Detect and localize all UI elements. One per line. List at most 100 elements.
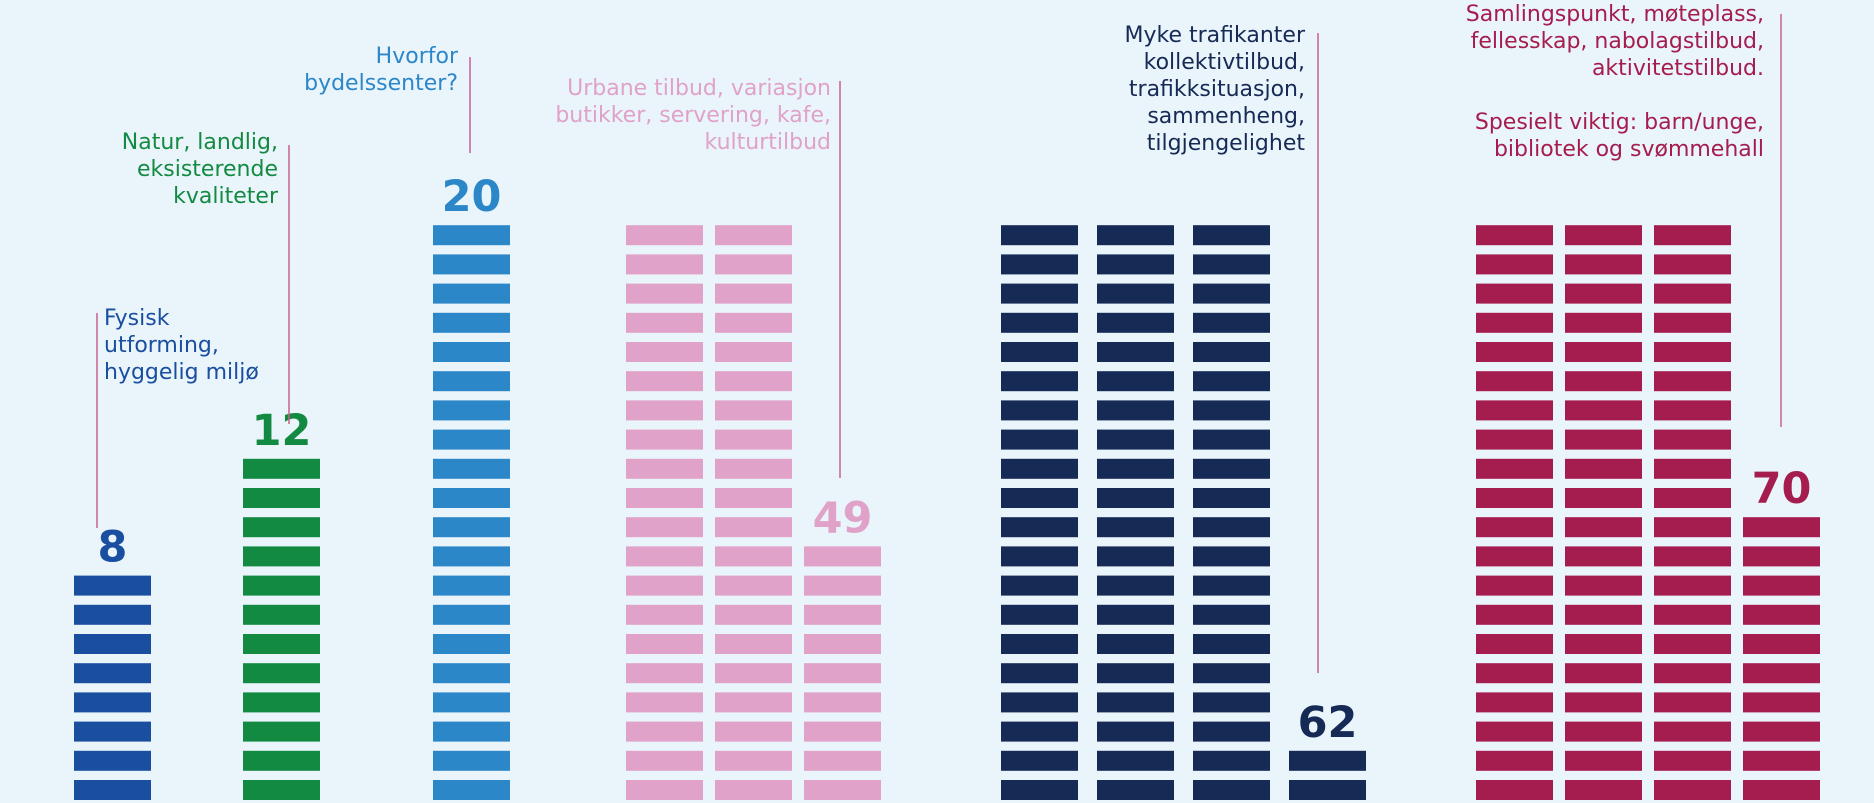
pictogram-block [1654, 750, 1731, 771]
pictogram-block [1743, 663, 1820, 684]
pictogram-block [1097, 488, 1174, 508]
pictogram-block [1193, 721, 1270, 742]
pictogram-block [626, 750, 703, 771]
pictogram-block [626, 429, 703, 450]
pictogram-block [1193, 634, 1270, 654]
pictogram-block [1097, 283, 1174, 304]
pictogram-block [1001, 663, 1078, 684]
pictogram-block [1193, 312, 1270, 333]
pictogram-block [433, 575, 510, 596]
pictogram-block [715, 634, 792, 654]
pictogram-block [804, 604, 881, 625]
pictogram-block [715, 371, 792, 392]
pictogram-block [1654, 488, 1731, 508]
pictogram-block [433, 721, 510, 742]
pictogram-block [1476, 400, 1553, 421]
value-label: 8 [98, 523, 128, 573]
pictogram-block [1654, 254, 1731, 275]
pictogram-block [243, 517, 320, 538]
pictogram-block [1193, 429, 1270, 450]
pictogram-block [1565, 546, 1642, 567]
pictogram-block [715, 750, 792, 771]
pictogram-block [433, 780, 510, 800]
pictogram-block [1654, 604, 1731, 625]
pictogram-block [1097, 546, 1174, 567]
pictogram-block [1001, 400, 1078, 421]
pictogram-block [1565, 342, 1642, 362]
pictogram-block [1001, 283, 1078, 304]
pictogram-block [1654, 575, 1731, 596]
pictogram-block [1654, 429, 1731, 450]
pictogram-block [1193, 663, 1270, 684]
annotation: kvaliteter [173, 184, 279, 209]
pictogram-block [1193, 692, 1270, 713]
annotation: Hvorfor [376, 44, 459, 69]
pictogram-block [715, 575, 792, 596]
pictogram-block [626, 254, 703, 275]
pictogram-block [715, 342, 792, 362]
pictogram-block [626, 225, 703, 246]
pictogram-block [804, 663, 881, 684]
pictogram-block [1193, 342, 1270, 362]
pictogram-block [1743, 721, 1820, 742]
pictogram-block [1001, 488, 1078, 508]
pictogram-block [626, 342, 703, 362]
pictogram-block [1001, 517, 1078, 538]
annotation: trafikksituasjon, [1129, 77, 1305, 102]
pictogram-block [1097, 458, 1174, 479]
pictogram-block [1001, 546, 1078, 567]
pictogram-block [1476, 604, 1553, 625]
pictogram-block [1476, 780, 1553, 800]
pictogram-block [715, 780, 792, 800]
pictogram-block [1193, 517, 1270, 538]
annotation: butikker, servering, kafe, [555, 103, 831, 128]
pictogram-block [1097, 692, 1174, 713]
pictogram-block [1001, 780, 1078, 800]
pictogram-block [1289, 780, 1366, 800]
pictogram-block [1193, 546, 1270, 567]
pictogram-block [1193, 604, 1270, 625]
pictogram-block [1193, 371, 1270, 392]
pictogram-block [1743, 634, 1820, 654]
annotation: fellesskap, nabolagstilbud, [1471, 29, 1764, 54]
pictogram-block [1654, 283, 1731, 304]
pictogram-block [626, 721, 703, 742]
pictogram-block [1001, 342, 1078, 362]
pictogram-block [626, 663, 703, 684]
pictogram-block [1654, 225, 1731, 246]
pictogram-block [74, 721, 151, 742]
pictogram-block [243, 692, 320, 713]
pictogram-block [1097, 312, 1174, 333]
pictogram-block [1743, 692, 1820, 713]
pictogram-block [804, 721, 881, 742]
pictogram-block [1193, 400, 1270, 421]
pictogram-block [1097, 342, 1174, 362]
pictogram-block [1097, 254, 1174, 275]
pictogram-block [1193, 283, 1270, 304]
pictogram-block [74, 780, 151, 800]
pictogram-block [243, 604, 320, 625]
pictogram-block [1193, 488, 1270, 508]
pictogram-block [433, 750, 510, 771]
pictogram-block [626, 575, 703, 596]
pictogram-block [1654, 692, 1731, 713]
pictogram-block [1097, 575, 1174, 596]
annotation: Samlingspunkt, møteplass, [1466, 2, 1764, 27]
pictogram-block [1476, 663, 1553, 684]
pictogram-block [433, 458, 510, 479]
annotation: bydelssenter? [304, 71, 458, 96]
annotation: Fysisk [104, 306, 170, 331]
pictogram-block [1097, 400, 1174, 421]
pictogram-block [74, 692, 151, 713]
pictogram-block [433, 546, 510, 567]
pictogram-block [1565, 458, 1642, 479]
pictogram-block [433, 663, 510, 684]
pictogram-block [1565, 634, 1642, 654]
pictogram-block [626, 634, 703, 654]
pictogram-block [1097, 517, 1174, 538]
pictogram-block [1565, 283, 1642, 304]
pictogram-block [1001, 721, 1078, 742]
pictogram-block [804, 546, 881, 567]
pictogram-block [433, 312, 510, 333]
